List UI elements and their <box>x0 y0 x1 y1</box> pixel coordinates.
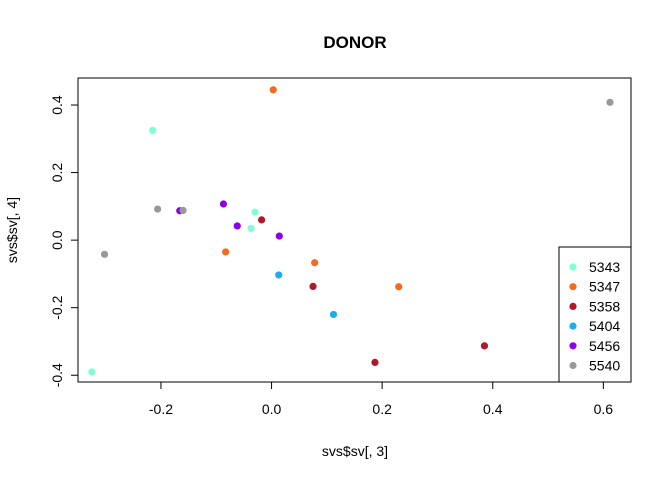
data-point <box>233 222 241 230</box>
data-point <box>309 282 317 291</box>
y-tick-label: -0.4 <box>49 363 65 387</box>
data-point <box>179 206 187 215</box>
x-tick-label: -0.2 <box>149 401 173 417</box>
data-point <box>606 98 614 106</box>
y-tick-label: 0.0 <box>49 230 65 250</box>
data-point <box>257 216 266 224</box>
legend-marker <box>569 342 577 350</box>
legend-marker <box>569 361 577 370</box>
x-tick-label: 0.6 <box>594 401 614 417</box>
data-point <box>269 86 277 94</box>
data-point <box>154 205 162 213</box>
x-tick-label: 0.4 <box>483 401 503 417</box>
legend-marker <box>569 263 577 271</box>
legend-label: 5358 <box>589 298 620 314</box>
legend-label: 5540 <box>589 358 620 374</box>
legend-label: 5347 <box>589 279 620 295</box>
legend-marker <box>569 283 577 291</box>
data-point <box>275 271 283 279</box>
data-points <box>88 86 614 376</box>
legend-label: 5404 <box>589 318 620 334</box>
data-point <box>149 126 157 134</box>
data-point <box>329 310 338 319</box>
legend-marker <box>569 302 577 310</box>
data-point <box>251 208 259 216</box>
y-tick-label: 0.2 <box>49 163 65 183</box>
x-axis-label: svs$sv[, 3] <box>322 443 388 459</box>
data-point <box>222 248 230 256</box>
data-point <box>247 224 255 232</box>
legend-marker <box>569 322 577 330</box>
data-point <box>88 368 96 376</box>
data-point <box>275 232 283 240</box>
x-tick-label: 0.2 <box>372 401 392 417</box>
data-point <box>480 342 489 350</box>
data-point <box>395 283 403 291</box>
legend-label: 5456 <box>589 338 620 354</box>
data-point <box>311 259 319 267</box>
x-axis: -0.2 0.0 0.2 0.4 0.6 <box>149 381 614 417</box>
legend-label: 5343 <box>589 259 620 275</box>
x-tick-label: 0.0 <box>262 401 282 417</box>
chart-title: DONOR <box>323 33 386 52</box>
legend: 5343 5347 5358 5404 5456 5540 <box>558 246 632 383</box>
y-axis: -0.4 -0.2 0.0 0.2 0.4 <box>49 95 79 387</box>
data-point <box>371 358 379 367</box>
y-tick-label: -0.2 <box>49 295 65 319</box>
y-axis-label: svs$sv[, 4] <box>4 197 20 263</box>
y-tick-label: 0.4 <box>49 95 65 115</box>
data-point <box>100 250 109 258</box>
plot-area-frame <box>77 77 632 383</box>
data-point <box>219 200 228 208</box>
